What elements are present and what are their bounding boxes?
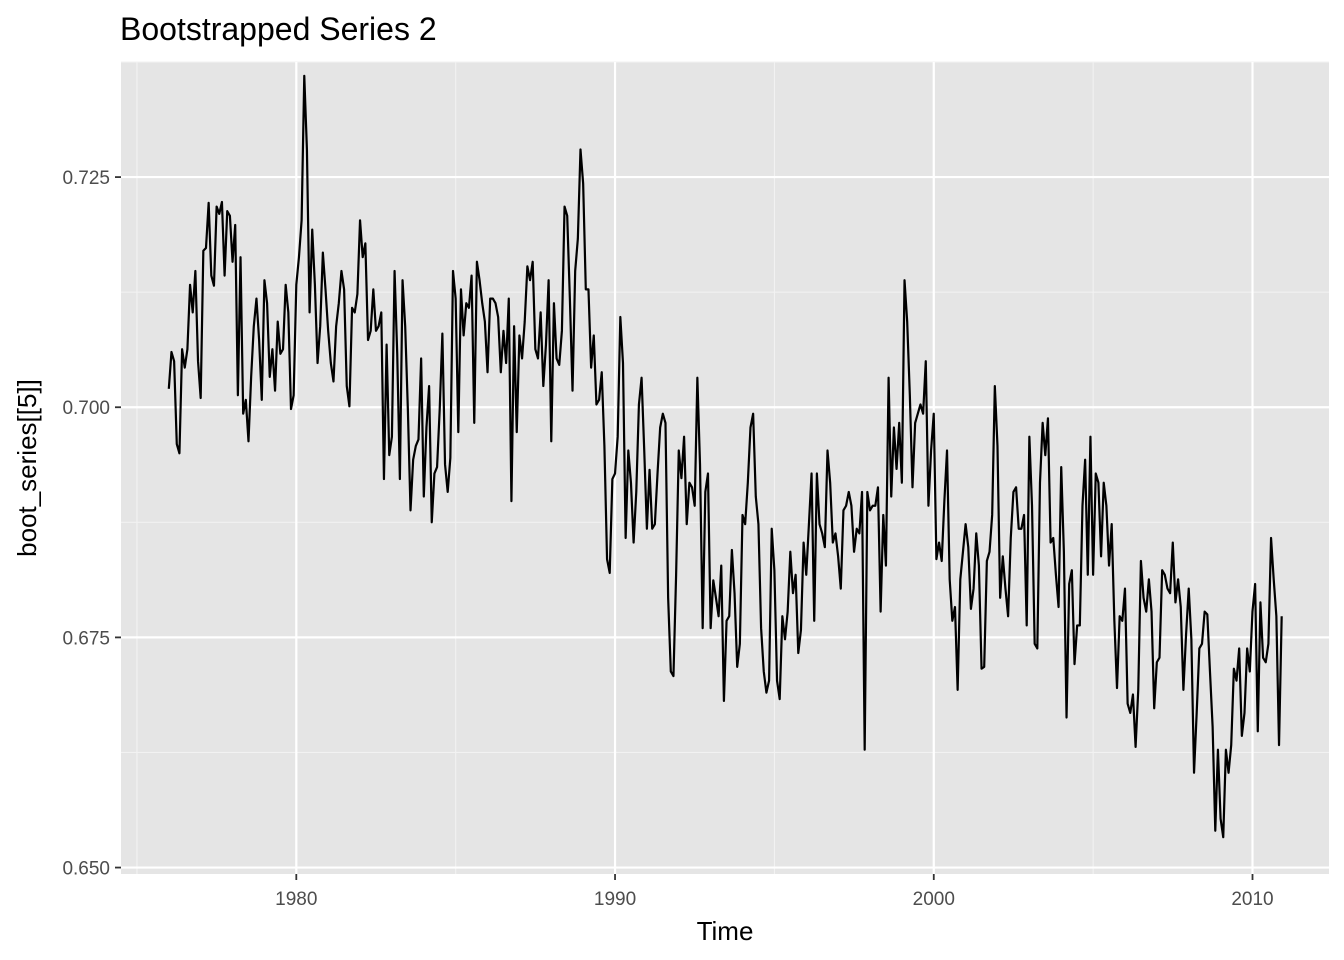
chart-title: Bootstrapped Series 2 bbox=[120, 11, 437, 47]
y-tick-label: 0.725 bbox=[62, 168, 110, 189]
y-tick-label: 0.675 bbox=[62, 628, 110, 649]
x-axis: 1980 1990 2000 2010 bbox=[275, 874, 1274, 910]
y-tick-label: 0.650 bbox=[62, 859, 110, 880]
x-tick-label: 1980 bbox=[275, 889, 317, 910]
series-line bbox=[167, 74, 1283, 839]
plot-panel bbox=[121, 62, 1329, 874]
minor-gridlines bbox=[121, 61, 1329, 874]
y-axis-title: boot_series[[5]] bbox=[12, 379, 42, 557]
y-tick-label: 0.700 bbox=[62, 398, 110, 419]
x-tick-label: 2000 bbox=[913, 889, 955, 910]
x-axis-title: Time bbox=[697, 916, 754, 946]
x-tick-label: 1990 bbox=[594, 889, 636, 910]
y-axis: 0.650 0.675 0.700 0.725 bbox=[62, 168, 121, 880]
x-tick-label: 2010 bbox=[1231, 889, 1273, 910]
